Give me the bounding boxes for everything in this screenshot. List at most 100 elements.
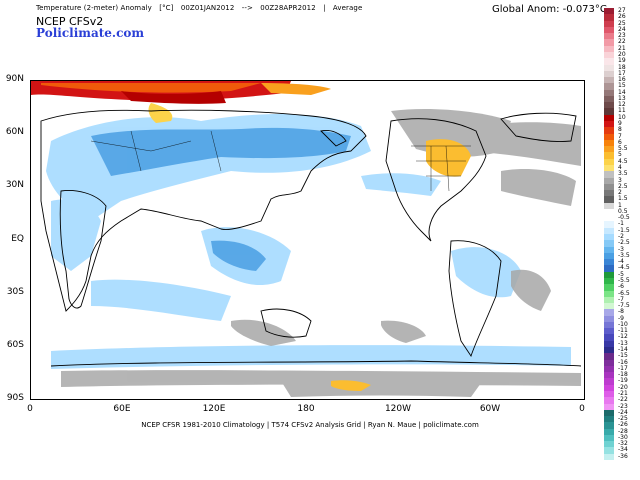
colorbar-swatch	[604, 240, 614, 248]
colorbar-swatch	[604, 259, 614, 266]
colorbar-tick-label: 1.5	[618, 195, 628, 203]
units-label: [°C]	[159, 4, 174, 12]
lat-label-90n: 90N	[5, 74, 24, 84]
colorbar-swatch	[604, 77, 614, 84]
colorbar-tick-label: 4.5	[618, 157, 628, 165]
colorbar-tick-label: -12	[618, 333, 628, 341]
colorbar-swatch	[604, 177, 614, 185]
colorbar-swatch	[604, 447, 614, 455]
colorbar-tick-label: 8	[618, 126, 622, 134]
colorbar-tick-label: -2	[618, 233, 624, 240]
colorbar-tick-label: 22	[618, 38, 626, 46]
colorbar-tick-label: -20	[618, 383, 628, 391]
colorbar-tick-label: 2	[618, 189, 622, 197]
colorbar-swatch	[604, 14, 614, 22]
colorbar-swatch	[604, 121, 614, 128]
colorbar-swatch	[604, 102, 614, 109]
colorbar-swatch	[604, 208, 614, 216]
colorbar-tick-label: -10	[618, 320, 628, 328]
colorbar-swatch	[604, 246, 614, 254]
colorbar-tick-label: -17	[618, 364, 628, 372]
colorbar-swatch	[604, 39, 614, 47]
colorbar-swatch	[604, 83, 614, 91]
colorbar-tick-label: 19	[618, 57, 626, 65]
colorbar-swatch	[604, 64, 614, 72]
colorbar-tick-label: 5.5	[618, 145, 628, 153]
colorbar-tick-label: -7	[618, 295, 624, 303]
colorbar-swatch	[604, 202, 614, 210]
variable-title: Temperature (2-meter) Anomaly	[36, 4, 152, 12]
colorbar-tick-label: 21	[618, 44, 626, 52]
colorbar-tick-label: 23	[618, 32, 626, 40]
colorbar-swatch	[604, 234, 614, 241]
colorbar-swatch	[604, 51, 614, 59]
colorbar-swatch	[604, 416, 614, 423]
colorbar-tick-label: -4.5	[618, 264, 630, 272]
colorbar-swatch	[604, 183, 614, 191]
period-arrow: -->	[241, 4, 253, 12]
colorbar-swatch	[604, 95, 614, 103]
lon-label-60e: 60E	[113, 404, 131, 414]
colorbar-tick-label: 18	[618, 63, 626, 71]
model-name: NCEP CFSv2	[36, 15, 104, 28]
colorbar-swatch	[604, 384, 614, 392]
lon-label-120e: 120E	[202, 404, 226, 414]
colorbar-tick-label: 11	[618, 107, 626, 115]
colorbar-tick-label: -14	[618, 346, 628, 353]
colorbar-swatch	[604, 146, 614, 153]
colorbar-swatch	[604, 152, 614, 160]
colorbar-swatch	[604, 365, 614, 373]
colorbar-tick-label: -22	[618, 396, 628, 404]
lat-label-60n: 60N	[5, 127, 24, 137]
lon-label-180: 180	[297, 404, 315, 414]
colorbar-tick-label: 5	[618, 151, 622, 159]
colorbar-tick-label: 27	[618, 7, 626, 14]
colorbar-tick-label: -21	[618, 389, 628, 397]
colorbar-swatch	[604, 422, 614, 430]
colorbar-tick-label: -28	[618, 427, 628, 435]
colorbar-swatch	[604, 114, 614, 122]
colorbar-tick-label: -30	[618, 433, 628, 441]
colorbar-tick-label: 9	[618, 120, 622, 127]
colorbar-swatch	[604, 290, 614, 298]
colorbar-tick-label: -16	[618, 358, 628, 366]
colorbar-swatch	[604, 347, 614, 354]
period-start: 00Z01JAN2012	[180, 4, 235, 12]
colorbar-swatch	[604, 8, 614, 15]
colorbar-swatch	[604, 397, 614, 404]
colorbar-swatch	[604, 328, 614, 335]
colorbar-tick-label: -24	[618, 408, 628, 416]
colorbar-tick-label: -13	[618, 339, 628, 347]
colorbar-tick-label: -0.5	[618, 214, 630, 222]
anomaly-map	[30, 80, 585, 400]
colorbar-tick-label: 14	[618, 88, 626, 96]
stat-label: Average	[332, 4, 363, 12]
colorbar-swatch	[604, 434, 614, 442]
colorbar-tick-label: 2.5	[618, 182, 628, 190]
lon-label-120w: 120W	[384, 404, 412, 414]
colorbar-swatch	[604, 271, 614, 279]
colorbar-tick-label: 20	[618, 50, 626, 58]
colorbar-swatch	[604, 58, 614, 65]
colorbar-swatch	[604, 20, 614, 28]
colorbar-tick-label: 7	[618, 132, 622, 140]
colorbar-swatch	[604, 33, 614, 40]
period-end: 00Z28APR2012	[260, 4, 316, 12]
lon-label-60w: 60W	[479, 404, 501, 414]
lat-label-90s: 90S	[6, 393, 24, 403]
colorbar-tick-label: 26	[618, 13, 626, 21]
colorbar-tick-label: 6	[618, 138, 622, 146]
colorbar-tick-label: 16	[618, 76, 626, 84]
colorbar-swatch	[604, 158, 614, 166]
colorbar-tick-label: 15	[618, 82, 626, 90]
footer-credits: NCEP CFSR 1981-2010 Climatology | T574 C…	[141, 421, 479, 429]
colorbar-tick-label: -5	[618, 270, 624, 278]
colorbar-swatch	[604, 353, 614, 361]
lat-label-60s: 60S	[6, 340, 24, 350]
global-anomaly: Global Anom: -0.073°C	[492, 4, 607, 15]
colorbar-tick-label: 4	[618, 163, 622, 171]
anomaly-field	[31, 81, 582, 397]
colorbar-swatch	[604, 378, 614, 386]
colorbar-swatch	[604, 334, 614, 342]
colorbar-swatch	[604, 359, 614, 367]
